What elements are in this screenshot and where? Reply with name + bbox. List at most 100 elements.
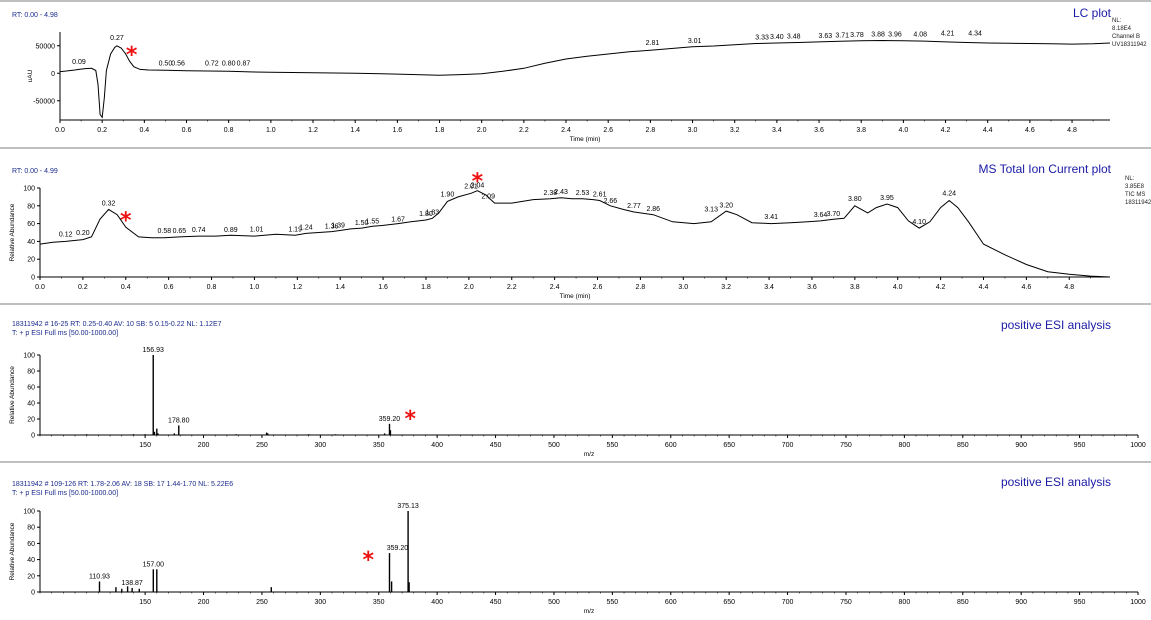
tic-x-tick-label: 2.4 [550, 284, 560, 291]
ms1-x-tick-label: 200 [198, 442, 210, 449]
lc-peak-label: 4.34 [968, 31, 982, 38]
tic-peak-label: 0.89 [224, 227, 238, 234]
lc-y-tick-label: 0 [51, 71, 55, 78]
ms2-x-tick-label: 350 [373, 599, 385, 606]
ms1-y-tick-label: 100 [23, 353, 35, 360]
tic-y-axis-label: Relative Abundance [9, 203, 16, 261]
lc-y-tick-label: -50000 [33, 98, 55, 105]
tic-x-tick-label: 2.2 [507, 284, 517, 291]
tic-peak-marker: * [472, 170, 484, 195]
ms1-x-tick-label: 650 [723, 442, 735, 449]
tic-y-tick-label: 80 [27, 203, 35, 210]
tic-peak-marker: * [120, 208, 132, 233]
ms2-filter-header: T: + p ESI Full ms [50.00-1000.00] [12, 490, 119, 497]
lc-peak-label: 3.01 [688, 38, 702, 45]
tic-x-tick-label: 3.4 [764, 284, 774, 291]
tic-x-tick-label: 3.6 [807, 284, 817, 291]
tic-x-tick-label: 3.0 [678, 284, 688, 291]
ms1-x-tick-label: 150 [139, 442, 151, 449]
ms1-x-tick-label: 300 [314, 442, 326, 449]
lc-peak-label: 3.40 [770, 34, 784, 41]
tic-x-tick-label: 0.2 [78, 284, 88, 291]
ms1-x-tick-label: 950 [1074, 442, 1086, 449]
ms2-y-tick-label: 40 [27, 557, 35, 564]
ms1-x-tick-label: 800 [899, 442, 911, 449]
lc-x-tick-label: 1.4 [350, 127, 360, 134]
tic-plot-title: MS Total Ion Current plot [978, 162, 1111, 176]
ms2-y-tick-label: 0 [31, 590, 35, 597]
tic-peak-label: 1.55 [366, 218, 380, 225]
lc-x-tick-label: 4.2 [941, 127, 951, 134]
tic-y-tick-label: 0 [31, 275, 35, 282]
ms2-x-tick-label: 150 [139, 599, 151, 606]
tic-peak-label: 1.50 [355, 220, 369, 227]
ms2-x-tick-label: 1000 [1130, 599, 1146, 606]
lc-peak-label: 3.96 [888, 31, 902, 38]
ms1-y-tick-label: 60 [27, 385, 35, 392]
ms1-y-tick-label: 0 [31, 433, 35, 440]
lc-peak-label: 3.48 [787, 33, 801, 40]
ms2-peak-marker: * [362, 548, 374, 573]
ms2-peak-label: 138.87 [121, 580, 143, 587]
ms1-x-tick-label: 600 [665, 442, 677, 449]
lc-peak-label: 3.33 [755, 35, 769, 42]
lc-x-tick-label: 2.2 [519, 127, 529, 134]
tic-peak-label: 2.53 [576, 190, 590, 197]
ms2-y-tick-label: 20 [27, 573, 35, 580]
ms2-peak-label: 375.13 [397, 503, 419, 510]
tic-x-tick-label: 3.8 [850, 284, 860, 291]
lc-x-axis-label: Time (min) [570, 136, 601, 143]
lc-x-tick-label: 0.0 [55, 127, 65, 134]
tic-trace [39, 190, 1111, 278]
ms2-x-tick-label: 200 [198, 599, 210, 606]
tic-x-tick-label: 1.4 [335, 284, 345, 291]
lc-peak-label: 3.78 [850, 32, 864, 39]
lc-x-tick-label: 1.2 [308, 127, 318, 134]
lc-x-tick-label: 2.6 [603, 127, 613, 134]
tic-peak-label: 4.10 [912, 219, 926, 226]
tic-nl-line: 18311942 [1125, 200, 1151, 206]
ms1-x-tick-label: 350 [373, 442, 385, 449]
tic-peak-label: 2.66 [604, 198, 618, 205]
tic-x-tick-label: 2.8 [636, 284, 646, 291]
lc-nl-line: UV18311942 [1112, 42, 1147, 48]
lc-peak-marker: * [126, 43, 138, 68]
tic-peak-label: 3.20 [719, 202, 733, 209]
ms1-x-tick-label: 1000 [1130, 442, 1146, 449]
ms1-x-tick-label: 750 [840, 442, 852, 449]
tic-x-tick-label: 1.2 [292, 284, 302, 291]
lc-x-tick-label: 2.0 [477, 127, 487, 134]
tic-peak-label: 0.65 [173, 228, 187, 235]
ms1-x-tick-label: 250 [256, 442, 268, 449]
ms2-y-tick-label: 60 [27, 541, 35, 548]
lc-x-tick-label: 4.6 [1025, 127, 1035, 134]
tic-x-tick-label: 2.0 [464, 284, 474, 291]
ms2-y-axis-label: Relative Abundance [9, 522, 16, 580]
ms1-scan-header: 18311942 # 16-25 RT: 0.25-0.40 AV: 10 SB… [12, 321, 222, 328]
tic-peak-label: 2.38 [544, 190, 558, 197]
ms2-y-tick-label: 100 [23, 509, 35, 516]
tic-x-tick-label: 1.8 [421, 284, 431, 291]
tic-peak-label: 0.58 [158, 228, 172, 235]
tic-x-tick-label: 0.4 [121, 284, 131, 291]
tic-x-tick-label: 1.6 [378, 284, 388, 291]
lc-peak-label: 4.21 [941, 31, 955, 38]
lc-x-tick-label: 3.4 [772, 127, 782, 134]
ms2-x-tick-label: 650 [723, 599, 735, 606]
tic-peak-label: 1.67 [391, 216, 405, 223]
ms1-x-tick-label: 700 [782, 442, 794, 449]
tic-x-tick-label: 2.6 [593, 284, 603, 291]
lc-peak-label: 0.50 [159, 60, 173, 67]
tic-peak-label: 0.74 [192, 227, 206, 234]
tic-y-tick-label: 20 [27, 257, 35, 264]
tic-x-tick-label: 3.2 [721, 284, 731, 291]
lc-y-tick-label: 50000 [36, 43, 56, 50]
tic-nl-line: 3.85E8 [1125, 184, 1145, 190]
tic-peak-label: 1.36 [325, 224, 339, 231]
lc-x-tick-label: 4.4 [983, 127, 993, 134]
lc-x-tick-label: 4.0 [899, 127, 909, 134]
lc-x-tick-label: 3.2 [730, 127, 740, 134]
lc-trace [59, 39, 1111, 119]
